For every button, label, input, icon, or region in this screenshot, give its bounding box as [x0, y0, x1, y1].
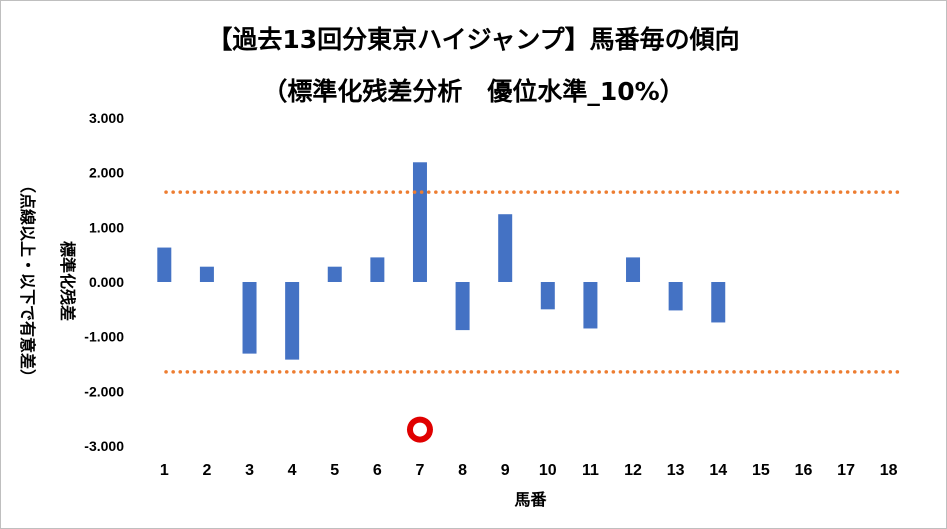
- y-tick-label: -3.000: [84, 438, 124, 454]
- bar-11: [583, 282, 598, 329]
- bar-9: [498, 214, 513, 282]
- x-tick-label: 6: [373, 462, 382, 479]
- x-tick-label: 2: [202, 462, 211, 479]
- x-axis-title: 馬番: [514, 490, 547, 509]
- bar-3: [242, 282, 257, 354]
- y-axis-subtitle: （点線以上・以下で有意差）: [18, 177, 37, 385]
- x-tick-label: 5: [330, 462, 339, 479]
- x-tick-label: 11: [582, 462, 599, 479]
- bar-8: [455, 282, 470, 331]
- y-axis-title: 標準化残差: [58, 241, 77, 321]
- x-tick-label: 15: [752, 462, 770, 479]
- x-tick-label: 17: [837, 462, 855, 479]
- x-tick-label: 9: [501, 462, 510, 479]
- y-tick-label: -2.000: [84, 383, 124, 399]
- x-tick-label: 13: [667, 462, 685, 479]
- y-tick-label: 3.000: [89, 110, 124, 126]
- chart-title-line2: （標準化残差分析 優位水準_10%）: [262, 77, 685, 106]
- x-tick-label: 4: [288, 462, 297, 479]
- bar-1: [157, 247, 172, 282]
- bar-2: [199, 266, 214, 282]
- x-tick-label: 12: [624, 462, 642, 479]
- y-tick-label: 1.000: [89, 219, 124, 235]
- y-tick-label: 0.000: [89, 274, 124, 290]
- x-tick-label: 8: [458, 462, 467, 479]
- x-tick-label: 3: [245, 462, 254, 479]
- bar-4: [285, 282, 300, 360]
- x-tick-label: 16: [795, 462, 813, 479]
- bar-13: [668, 282, 683, 311]
- x-tick-label: 7: [416, 462, 425, 479]
- x-tick-label: 18: [880, 462, 898, 479]
- bar-6: [370, 257, 385, 282]
- x-tick-label: 1: [160, 462, 169, 479]
- bar-10: [540, 282, 555, 310]
- bar-14: [711, 282, 726, 323]
- y-tick-label: 2.000: [89, 165, 124, 181]
- x-tick-label: 10: [539, 462, 557, 479]
- chart-title-line1: 【過去13回分東京ハイジャンプ】馬番毎の傾向: [207, 25, 740, 54]
- highlight-marker-center: [412, 422, 427, 437]
- bar-12: [626, 257, 641, 282]
- y-tick-label: -1.000: [84, 329, 124, 345]
- bar-5: [327, 266, 342, 282]
- bar-7: [412, 162, 427, 282]
- x-tick-label: 14: [709, 462, 727, 479]
